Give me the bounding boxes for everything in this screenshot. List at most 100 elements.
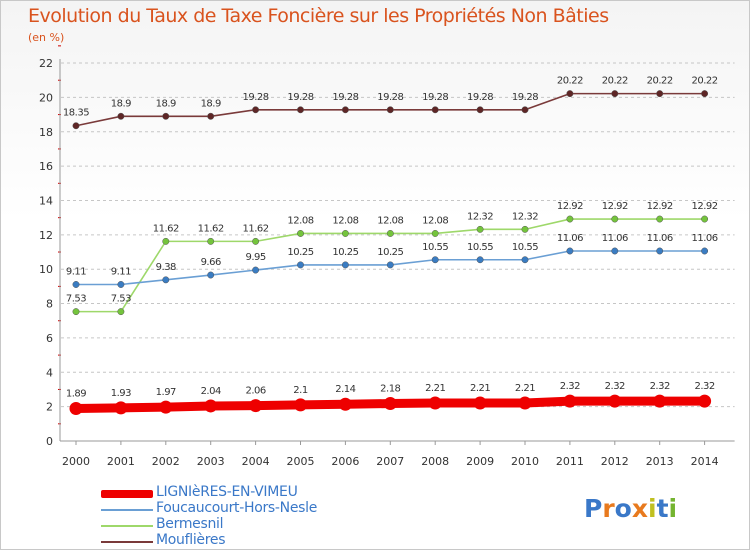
data-point (566, 247, 574, 255)
x-tick-label: 2010 (511, 455, 539, 468)
data-label: 18.9 (201, 98, 221, 109)
data-point (159, 400, 173, 414)
data-label: 2.32 (605, 381, 625, 392)
data-label: 12.08 (377, 215, 403, 226)
data-point (297, 106, 304, 114)
data-point (521, 106, 529, 114)
data-point (341, 106, 349, 114)
data-point (566, 215, 574, 223)
data-label: 11.06 (557, 233, 583, 244)
data-point (431, 106, 439, 114)
data-point (294, 398, 307, 412)
data-label: 12.92 (557, 201, 583, 212)
x-tick-label: 2011 (556, 455, 584, 468)
data-label: 9.38 (156, 262, 176, 273)
data-label: 20.22 (647, 76, 673, 87)
y-tick-label: 22 (39, 57, 53, 70)
legend-label-foucaucourt: Foucaucourt-Hors-Nesle (156, 500, 318, 516)
data-point (207, 112, 215, 120)
data-label: 2.18 (380, 384, 400, 395)
data-point (476, 256, 484, 264)
data-point (611, 215, 619, 223)
data-point (563, 394, 577, 408)
data-label: 10.25 (377, 247, 403, 258)
data-point (249, 399, 263, 413)
data-label: 10.25 (332, 247, 358, 258)
data-point (117, 281, 125, 288)
y-tick-label: 18 (39, 126, 53, 139)
data-label: 20.22 (692, 76, 718, 87)
data-label: 12.92 (647, 201, 673, 212)
data-point (473, 396, 487, 410)
series-group (69, 90, 712, 416)
axes (58, 45, 735, 442)
data-label: 19.28 (512, 92, 538, 103)
data-point (72, 281, 80, 288)
data-point (611, 90, 619, 98)
data-point (701, 247, 709, 255)
data-point (386, 261, 394, 269)
data-label: 19.28 (422, 92, 448, 103)
data-label: 18.9 (111, 98, 131, 109)
data-label: 19.28 (243, 92, 269, 103)
data-point (341, 230, 349, 237)
logo-letter: x (631, 494, 648, 523)
data-point (297, 230, 304, 237)
data-point (117, 308, 125, 316)
x-tick-label: 2002 (152, 455, 180, 468)
data-point (656, 90, 664, 98)
x-tick-label: 2005 (287, 455, 315, 468)
data-label: 11.06 (647, 233, 673, 244)
data-label: 9.11 (111, 266, 131, 277)
data-label: 1.89 (66, 389, 86, 400)
data-label: 12.08 (287, 215, 313, 226)
logo-letter: i (648, 494, 657, 523)
x-tick-label: 2006 (331, 455, 359, 468)
y-tick-label: 0 (46, 435, 53, 448)
data-point (207, 271, 215, 279)
data-label: 11.62 (198, 223, 224, 234)
data-point (476, 225, 484, 233)
x-tick-label: 2003 (197, 455, 225, 468)
data-label: 12.08 (332, 215, 358, 226)
data-label: 19.28 (287, 92, 313, 103)
data-label: 10.55 (467, 242, 493, 253)
data-point (608, 394, 622, 408)
data-label: 2.32 (650, 381, 670, 392)
data-label: 9.95 (245, 252, 265, 263)
data-point (428, 396, 442, 410)
data-point (518, 396, 532, 410)
logo-letter: r (602, 494, 615, 523)
x-tick-label: 2013 (646, 455, 674, 468)
data-label: 19.28 (377, 92, 403, 103)
data-label: 11.62 (153, 223, 179, 234)
data-point (162, 237, 170, 245)
data-label: 7.53 (111, 294, 131, 305)
data-label: 1.97 (156, 387, 176, 398)
logo-letter: t (656, 494, 669, 523)
data-point (341, 261, 349, 269)
data-point (252, 237, 260, 245)
data-label: 10.55 (422, 242, 448, 253)
legend-swatch-moufliere (101, 541, 153, 543)
data-label: 7.53 (66, 294, 86, 305)
legend-label-lignieres: LIGNIèRES-EN-VIMEU (156, 484, 298, 500)
data-label: 9.11 (66, 266, 86, 277)
data-label: 10.25 (287, 247, 313, 258)
data-label: 20.22 (602, 76, 628, 87)
data-label: 2.32 (560, 381, 580, 392)
x-tick-label: 2007 (376, 455, 404, 468)
x-axis-ticks: 2000 2001 2002 2003 2004 2005 2006 2007 2008 2009… (62, 441, 719, 468)
data-label: 12.32 (512, 211, 538, 222)
chart-unit-label: (en %) (28, 31, 65, 44)
data-label: 2.21 (470, 383, 490, 394)
data-point (252, 106, 260, 114)
grid-lines (61, 62, 735, 408)
data-label: 18.9 (156, 98, 176, 109)
x-tick-label: 2014 (691, 455, 719, 468)
legend-label-moufliere: Mouflières (156, 532, 226, 548)
y-tick-label: 16 (39, 160, 53, 173)
legend-swatch-bermesnil (101, 525, 153, 527)
data-label: 2.1 (293, 385, 308, 396)
data-label: 12.92 (692, 201, 718, 212)
